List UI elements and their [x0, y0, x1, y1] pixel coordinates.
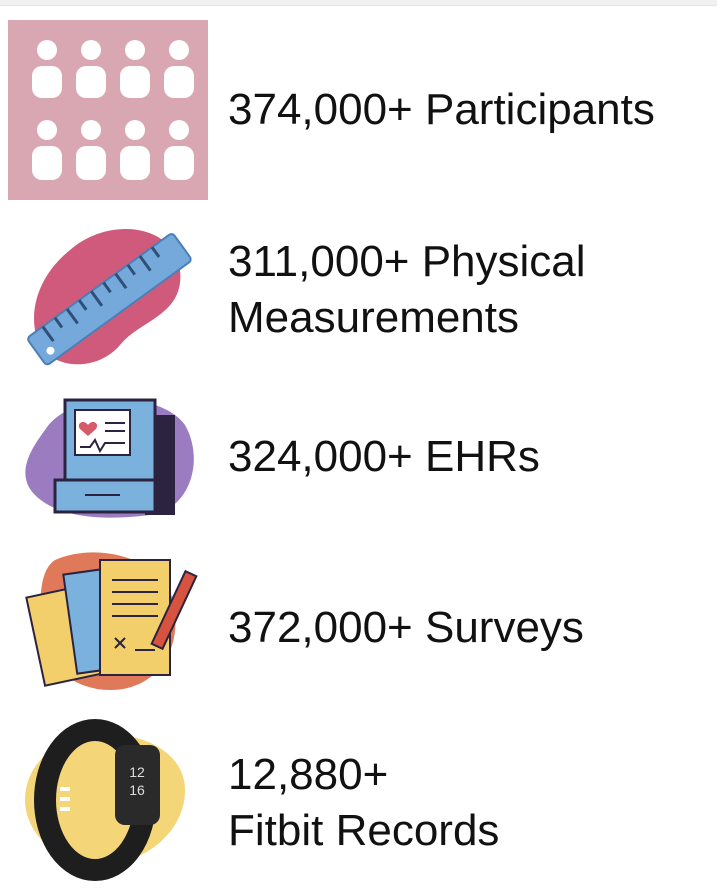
- stat-label: 12,880+ Fitbit Records: [228, 747, 499, 859]
- ehr-icon: [25, 398, 194, 518]
- surveys-icon: [25, 552, 198, 690]
- stat-line: Fitbit Records: [228, 806, 500, 855]
- svg-text:16: 16: [129, 782, 145, 798]
- top-border: [0, 0, 717, 6]
- stat-line: 12,880+: [228, 750, 389, 799]
- stat-line: Measurements: [228, 293, 520, 342]
- fitbit-icon: 12 16: [25, 719, 185, 881]
- stat-label: 372,000+ Surveys: [228, 600, 584, 656]
- participants-icon: [8, 20, 208, 200]
- stat-line: 324,000+ EHRs: [228, 432, 540, 481]
- stat-line: 374,000+ Participants: [228, 85, 655, 134]
- stat-label: 324,000+ EHRs: [228, 429, 540, 485]
- stat-label: 374,000+ Participants: [228, 82, 655, 138]
- measurements-icon: [27, 228, 192, 366]
- svg-text:12: 12: [129, 764, 145, 780]
- stat-label: 311,000+ Physical Measurements: [228, 234, 586, 346]
- stat-line: 372,000+ Surveys: [228, 603, 584, 652]
- stat-line: 311,000+ Physical: [228, 237, 586, 286]
